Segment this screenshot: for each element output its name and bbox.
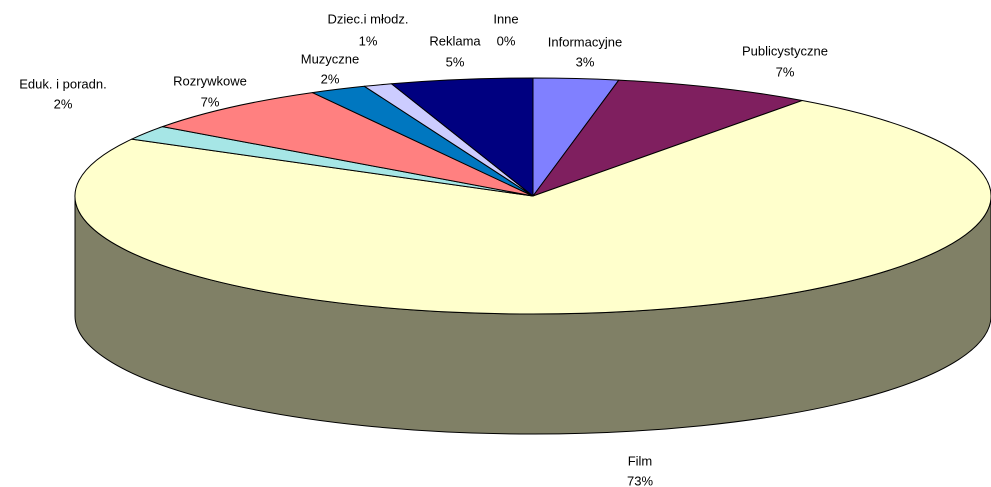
slice-label: Muzyczne: [301, 51, 360, 66]
slice-label: Eduk. i poradn.: [19, 76, 106, 91]
slice-value-label: 1%: [359, 33, 378, 48]
slice-label: Inne: [493, 11, 518, 26]
slice: [74, 100, 991, 315]
slice-label: Dziec.i młodz.: [328, 11, 409, 26]
slice-label: Rozrywkowe: [173, 73, 247, 88]
slice-value-label: 2%: [321, 71, 340, 86]
slice-value-label: 7%: [201, 94, 220, 109]
slice: [161, 92, 534, 197]
slice: [390, 77, 534, 197]
slice-value-label: 5%: [446, 54, 465, 69]
slice-value-label: 73%: [627, 473, 653, 487]
slice-value-label: 3%: [576, 54, 595, 69]
slice-value-label: 2%: [54, 96, 73, 111]
slice-label: Informacyjne: [548, 34, 622, 49]
slice-value-label: 0%: [497, 33, 516, 48]
slice-value-label: 7%: [776, 64, 795, 79]
slice-label: Reklama: [429, 33, 481, 48]
slice: [532, 79, 803, 197]
slice-label: Publicystyczne: [742, 43, 828, 58]
slice-label: Film: [628, 453, 653, 468]
